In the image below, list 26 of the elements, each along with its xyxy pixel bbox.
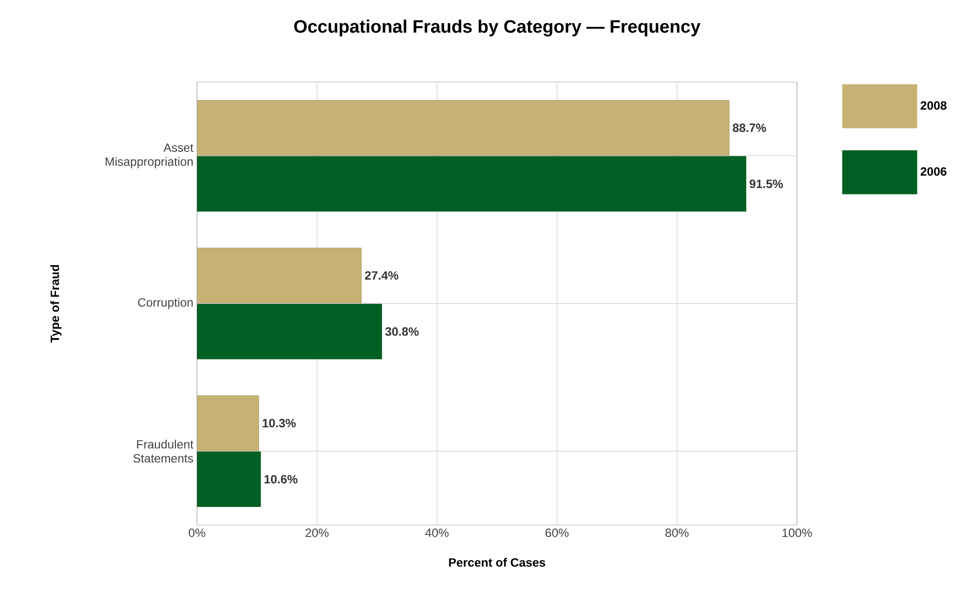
x-tick-label: 0% [188,528,206,538]
y-axis-title: Type of Fraud [50,265,62,343]
x-tick-label: 60% [546,528,569,538]
bar [197,395,260,451]
x-tick-label: 40% [425,528,449,538]
data-label: 88.7% [732,124,766,132]
y-tick-label: Corruption [138,298,193,310]
bar [197,100,730,156]
data-label: 10.3% [262,418,296,428]
y-tick-label: Asset Misappropriation [106,143,194,168]
bar [197,156,746,212]
chart-title: Occupational Frauds by Category — Frequency [294,20,700,36]
bar [197,248,362,304]
text: 2008 [920,101,947,110]
bar [197,452,261,507]
data-label: 27.4% [365,271,398,280]
x-axis-title: Percent of Cases [449,558,546,567]
text: 2006 [920,167,946,176]
x-tick-label: 20% [306,528,329,538]
x-tick-label: 100% [782,528,812,538]
data-label: 91.5% [750,180,783,188]
bar [197,304,382,360]
data-label: 30.8% [385,327,419,336]
x-tick-label: 80% [666,528,689,538]
data-label: 10.6% [264,474,298,484]
y-tick-label: Fraudulent Statements [133,440,194,463]
